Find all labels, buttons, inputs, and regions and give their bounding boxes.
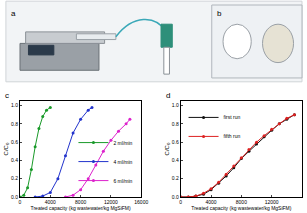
svg-text:4 ml/min: 4 ml/min <box>113 159 132 165</box>
svg-text:0.2: 0.2 <box>11 175 18 181</box>
svg-text:0.4: 0.4 <box>11 157 18 163</box>
svg-text:0.8: 0.8 <box>172 121 179 127</box>
svg-text:1.0: 1.0 <box>11 102 18 108</box>
svg-text:6 ml/min: 6 ml/min <box>113 178 132 184</box>
svg-text:d: d <box>166 91 170 100</box>
svg-text:0: 0 <box>179 199 182 205</box>
svg-text:4000: 4000 <box>205 199 216 205</box>
svg-text:b: b <box>217 9 222 18</box>
svg-text:C/C₀: C/C₀ <box>164 142 170 155</box>
svg-text:0.8: 0.8 <box>11 121 18 127</box>
svg-text:2 ml/min: 2 ml/min <box>113 140 132 146</box>
svg-text:4000: 4000 <box>45 199 56 205</box>
svg-text:a: a <box>11 9 16 18</box>
svg-text:first run: first run <box>224 114 241 120</box>
svg-text:8000: 8000 <box>75 199 86 205</box>
svg-text:16000: 16000 <box>134 199 148 205</box>
svg-text:0.6: 0.6 <box>172 139 179 145</box>
svg-text:c: c <box>5 91 9 100</box>
svg-text:0: 0 <box>19 199 22 205</box>
svg-text:0.6: 0.6 <box>11 139 18 145</box>
svg-text:0.0: 0.0 <box>172 194 179 200</box>
svg-text:1.0: 1.0 <box>172 102 179 108</box>
svg-text:0.2: 0.2 <box>172 175 179 181</box>
svg-text:fifth run: fifth run <box>224 133 241 139</box>
svg-text:8000: 8000 <box>236 199 247 205</box>
svg-text:C/C₀: C/C₀ <box>3 142 9 155</box>
svg-text:12000: 12000 <box>104 199 118 205</box>
svg-text:12000: 12000 <box>265 199 279 205</box>
svg-text:Treated capacity (kg wastewate: Treated capacity (kg wastewater/kg MgSiF… <box>191 205 291 211</box>
svg-text:0.0: 0.0 <box>11 194 18 200</box>
svg-text:0.4: 0.4 <box>172 157 179 163</box>
svg-text:Treated capacity (kg wastewate: Treated capacity (kg wastewater/kg MgSiF… <box>31 205 131 211</box>
